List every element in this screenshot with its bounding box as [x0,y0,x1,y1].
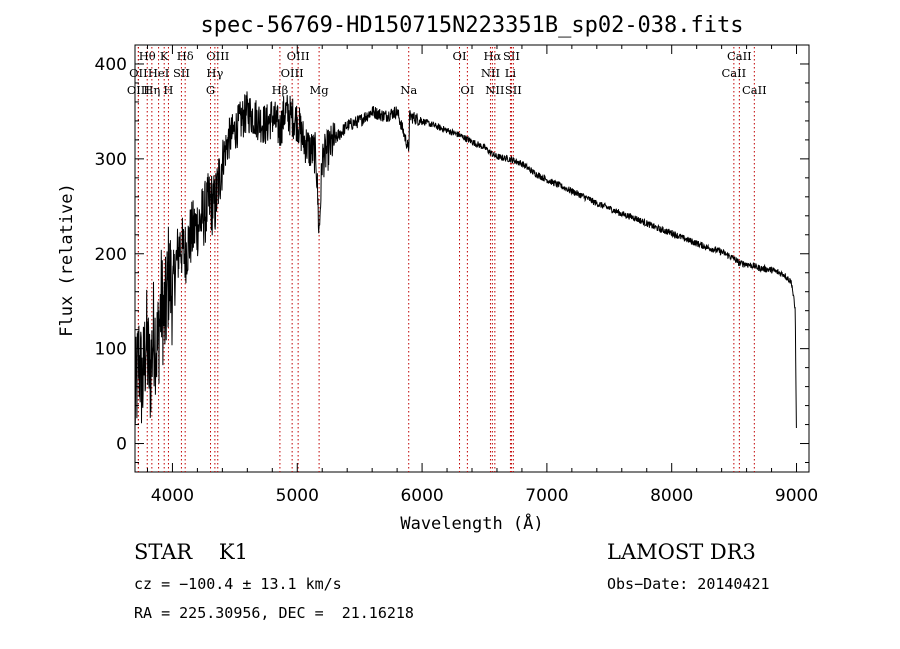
line-marker-label: OIII [206,49,229,63]
chart-title: spec-56769-HD150715N223351B_sp02-038.fit… [200,13,743,38]
line-marker-label: Hδ [177,49,194,63]
line-marker-label: K [160,49,169,63]
line-marker-label: CaII [721,66,746,80]
spectrum-series [134,91,797,429]
survey-label: LAMOST DR3 [607,540,756,564]
x-tick-label: 9000 [775,486,818,506]
obs-date-label: Obs−Date: 20140421 [607,575,770,593]
line-marker-label: Hα [483,49,501,63]
x-axis-title: Wavelength (Å) [400,512,543,534]
y-tick-label: 200 [95,245,127,265]
line-marker-label: Hη [143,83,160,97]
line-marker-label: CaII [727,49,752,63]
x-tick-label: 5000 [276,486,319,506]
line-marker-label: OIII [127,83,150,97]
line-marker-label: OII [129,66,148,80]
y-tick-label: 0 [116,435,127,455]
coordinates-label: RA = 225.30956, DEC = 21.16218 [134,604,414,622]
line-marker-label: Li [505,66,517,80]
y-tick-label: 400 [95,55,127,75]
axis-ticks: 4000 5000 6000 7000 8000 9000 0 100 200 300 400 [95,44,818,506]
x-tick-label: 7000 [525,486,568,506]
x-tick-label: 8000 [650,486,693,506]
spectrum-line [134,91,797,429]
line-marker-label: OI [460,83,474,97]
y-tick-label: 100 [95,340,127,360]
line-marker-label: HeI [148,66,169,80]
line-marker-label: OI [453,49,467,63]
y-tick-label: 300 [95,150,127,170]
plot-frame [134,44,810,473]
line-marker-label: H [163,83,173,97]
line-marker-label: SII [505,83,522,97]
y-axis-title: Flux (relative) [57,183,77,337]
line-marker-label: SII [173,66,190,80]
line-marker-label: NII [485,83,504,97]
line-marker-label: CaII [742,83,767,97]
redshift-label: cz = −100.4 ± 13.1 km/s [134,575,342,593]
line-marker-label: G [206,83,215,97]
x-tick-label: 4000 [151,486,194,506]
line-marker-label: Mg [310,83,330,97]
object-class-label: STAR K1 [134,540,248,564]
line-marker-label: Hθ [139,49,156,63]
line-marker-label: Hγ [206,66,223,80]
line-marker-label: Na [400,83,417,97]
x-tick-label: 6000 [400,486,443,506]
line-marker-label: Hβ [272,83,289,97]
line-marker-label: SII [503,49,520,63]
line-marker-label: OIII [281,66,304,80]
line-marker-label: NII [481,66,500,80]
line-marker-label: OIII [287,49,310,63]
